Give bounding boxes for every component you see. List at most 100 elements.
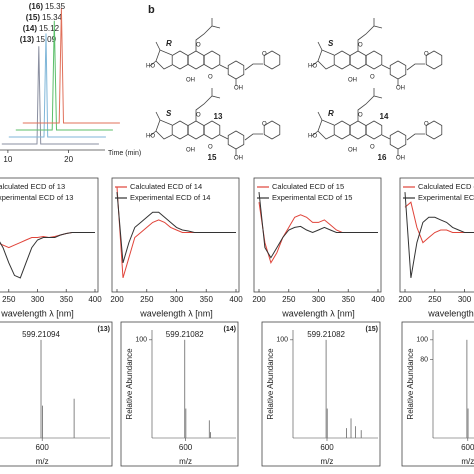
ring — [171, 50, 189, 70]
x-axis-label: wavelength λ [nm] — [0, 308, 74, 318]
x-tick-label: 250 — [140, 295, 154, 304]
atom-label: OH — [396, 156, 405, 162]
atom-label: HO — [308, 64, 317, 70]
ring — [187, 120, 205, 140]
ring — [425, 120, 443, 140]
peak-time: 15.12 — [39, 24, 60, 33]
compound-number: 13 — [214, 112, 223, 121]
x-axis-label: wavelength λ [nm] — [281, 308, 355, 318]
ring — [349, 120, 367, 140]
atom-label: O — [424, 122, 429, 128]
atom-label: O — [196, 43, 201, 49]
atom-label: OH — [348, 78, 357, 84]
ring — [389, 60, 407, 80]
ring — [389, 130, 407, 150]
legend-label: Experimental ECD of 13 — [0, 193, 73, 202]
ring — [187, 50, 205, 70]
y-tick-label: 100 — [276, 337, 288, 344]
structure: HO O OH O O OH R 16 — [308, 88, 443, 162]
x-tick-label: 10 — [3, 155, 12, 164]
compound-number: 14 — [380, 112, 389, 121]
legend-label: Calculated ECD of 15 — [272, 182, 344, 191]
prenyl-chain — [195, 18, 221, 51]
peak-time: 15.34 — [42, 13, 63, 22]
plot-frame — [0, 177, 99, 293]
x-tick-label: 600 — [320, 443, 334, 452]
atom-label: O — [370, 145, 375, 151]
x-tick-label: 250 — [282, 295, 296, 304]
ring — [349, 50, 367, 70]
atom-label: O — [262, 122, 267, 128]
ring — [333, 120, 351, 140]
y-tick-label: 100 — [416, 337, 428, 344]
bonds — [311, 41, 425, 86]
structure: HO O OH O O OH S 14 — [308, 18, 443, 121]
atom-label: OH — [348, 148, 357, 154]
furan-ring — [155, 119, 173, 140]
legend-label: Calculated ECD of 13 — [0, 182, 65, 191]
ecd-curve — [404, 192, 474, 278]
atom-label: HO — [146, 134, 155, 140]
x-tick-label: 350 — [342, 295, 356, 304]
trace — [15, 20, 113, 131]
trace — [8, 33, 106, 138]
structure: HO O OH O O OH R 13 — [146, 18, 281, 121]
peak-time: 15.35 — [45, 2, 66, 11]
y-axis-label: Relative Abundance — [266, 348, 275, 420]
ecd-curve — [0, 232, 95, 279]
prenyl-chain — [357, 18, 383, 51]
plot-frame — [111, 177, 240, 293]
legend-label: Experimental ECD of 16 — [418, 193, 474, 202]
x-axis-label: wavelength λ [nm] — [427, 308, 474, 318]
compound-number: 16 — [378, 153, 387, 162]
atom-label: HO — [146, 64, 155, 70]
atom-label: O — [370, 75, 375, 81]
x-tick-label: 300 — [170, 295, 184, 304]
legend-label: Calculated ECD of 14 — [130, 182, 202, 191]
bonds — [311, 111, 425, 156]
ring — [203, 120, 221, 140]
atom-label: O — [208, 145, 213, 151]
x-tick-label: 200 — [398, 295, 412, 304]
ring — [365, 120, 383, 140]
trace — [1, 46, 99, 145]
atom-label: OH — [234, 156, 243, 162]
atom-label: O — [424, 52, 429, 58]
stereo-label: S — [328, 39, 334, 48]
x-axis-label: Time (min) — [108, 150, 141, 157]
ring — [263, 120, 281, 140]
ring — [263, 50, 281, 70]
compound-number: 15 — [208, 153, 217, 162]
atom-label: O — [262, 52, 267, 58]
ring — [365, 50, 383, 70]
atom-label: OH — [396, 86, 405, 92]
ring — [203, 50, 221, 70]
x-axis-label: m/z — [179, 457, 192, 466]
panel-title: (14) — [224, 326, 236, 333]
plot-frame — [399, 177, 474, 293]
panel-frame — [401, 321, 474, 467]
legend-label: Experimental ECD of 15 — [272, 193, 352, 202]
peak-name: (14) — [23, 24, 38, 33]
bonds — [149, 111, 263, 156]
stereo-label: S — [166, 109, 172, 118]
ring — [333, 50, 351, 70]
x-tick-label: 350 — [200, 295, 214, 304]
furan-ring — [317, 49, 335, 70]
x-tick-label: 600 — [179, 443, 193, 452]
x-tick-label: 300 — [458, 295, 472, 304]
ecd-curve — [404, 201, 474, 244]
plot-frame — [253, 177, 382, 293]
peak-label: 599.21082 — [307, 330, 345, 339]
x-tick-label: 400 — [229, 295, 243, 304]
stereo-label: R — [166, 39, 172, 48]
x-axis-label: m/z — [461, 457, 474, 466]
atom-label: O — [208, 75, 213, 81]
y-axis-label: Relative Abundance — [406, 348, 415, 420]
stereo-label: R — [328, 109, 334, 118]
peak-name: (13) — [20, 35, 35, 44]
x-tick-label: 20 — [64, 155, 73, 164]
peak-label: 599.21094 — [22, 330, 60, 339]
bonds — [149, 41, 263, 86]
